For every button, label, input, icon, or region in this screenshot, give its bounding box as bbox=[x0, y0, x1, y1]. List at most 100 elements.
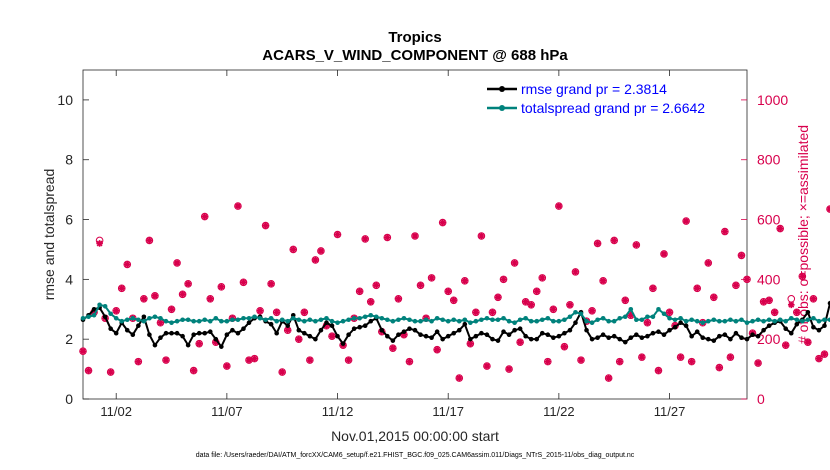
rmse-point bbox=[528, 336, 534, 342]
obs-assimilated-marker bbox=[284, 326, 292, 334]
rmse-point bbox=[661, 332, 667, 337]
obs-assimilated-marker bbox=[550, 305, 557, 313]
rmse-point bbox=[788, 330, 794, 336]
obs-assimilated-marker bbox=[716, 364, 723, 371]
y-right-tick-label: 400 bbox=[757, 271, 781, 287]
totalspread-point bbox=[744, 320, 750, 326]
obs-assimilated-marker bbox=[732, 282, 740, 289]
totalspread-point bbox=[257, 315, 263, 321]
obs-assimilated-marker bbox=[195, 340, 203, 347]
rmse-point bbox=[136, 323, 141, 329]
totalspread-point bbox=[213, 315, 219, 321]
obs-assimilated-marker bbox=[577, 356, 585, 364]
rmse-point bbox=[744, 336, 750, 342]
rmse-point bbox=[595, 335, 600, 340]
obs-assimilated-marker bbox=[782, 341, 790, 349]
totalspread-point bbox=[512, 320, 517, 326]
totalspread-point bbox=[523, 315, 528, 321]
obs-assimilated-marker bbox=[594, 240, 601, 247]
obs-assimilated-marker bbox=[799, 273, 806, 280]
totalspread-point bbox=[246, 315, 252, 321]
totalspread-point bbox=[567, 314, 573, 320]
obs-assimilated-marker bbox=[793, 308, 801, 316]
y-tick-label: 8 bbox=[65, 152, 73, 168]
obs-assimilated-marker bbox=[107, 368, 114, 376]
obs-assimilated-marker bbox=[677, 353, 684, 361]
obs-assimilated-marker bbox=[206, 295, 214, 303]
totalspread-point bbox=[407, 317, 412, 323]
rmse-point bbox=[130, 332, 136, 337]
obs-assimilated-marker bbox=[400, 331, 408, 338]
obs-assimilated-marker bbox=[727, 353, 734, 361]
obs-assimilated-marker bbox=[273, 308, 280, 316]
obs-assimilated-marker bbox=[533, 288, 541, 295]
rmse-point bbox=[418, 332, 423, 337]
totalspread-point bbox=[324, 315, 329, 321]
obs-assimilated-marker bbox=[655, 367, 662, 374]
totalspread-point bbox=[296, 317, 302, 323]
obs-assimilated-marker bbox=[787, 301, 795, 309]
totalspread-point bbox=[501, 315, 506, 321]
obs-assimilated-marker bbox=[693, 285, 701, 292]
totalspread-point bbox=[777, 317, 783, 323]
totalspread-point bbox=[545, 315, 551, 321]
totalspread-point bbox=[794, 317, 800, 323]
totalspread-point bbox=[645, 314, 650, 320]
rmse-point bbox=[573, 320, 578, 326]
totalspread-point bbox=[207, 318, 213, 324]
totalspread-point bbox=[401, 315, 407, 321]
obs-assimilated-marker bbox=[317, 247, 325, 255]
y-tick-label: 6 bbox=[65, 212, 73, 228]
obs-assimilated-marker bbox=[450, 297, 458, 304]
totalspread-point bbox=[484, 315, 490, 321]
totalspread-point bbox=[562, 317, 567, 323]
obs-assimilated-marker bbox=[179, 291, 186, 298]
obs-assimilated-marker bbox=[135, 358, 142, 365]
totalspread-point bbox=[351, 315, 357, 321]
rmse-point bbox=[124, 327, 130, 333]
totalspread-point bbox=[279, 317, 285, 323]
totalspread-point bbox=[136, 317, 141, 323]
y-right-tick-label: 0 bbox=[757, 391, 765, 407]
rmse-point bbox=[805, 309, 811, 315]
rmse-point bbox=[822, 323, 827, 329]
totalspread-point bbox=[373, 314, 379, 320]
rmse-point bbox=[628, 335, 634, 340]
rmse-point bbox=[246, 320, 252, 326]
obs-assimilated-marker bbox=[511, 259, 518, 267]
obs-assimilated-marker bbox=[444, 288, 452, 295]
y-tick-label: 0 bbox=[65, 391, 73, 407]
obs-assimilated-marker bbox=[168, 305, 175, 313]
rmse-point bbox=[584, 327, 589, 333]
obs-assimilated-marker bbox=[566, 301, 574, 309]
obs-assimilated-marker bbox=[433, 346, 441, 353]
obs-assimilated-marker bbox=[821, 350, 828, 358]
obs-assimilated-marker bbox=[157, 319, 164, 327]
totalspread-point bbox=[639, 317, 645, 323]
obs-assimilated-marker bbox=[572, 268, 579, 276]
rmse-point bbox=[694, 329, 700, 335]
totalspread-point bbox=[534, 318, 540, 324]
obs-assimilated-marker bbox=[112, 307, 120, 315]
rmse-point bbox=[401, 329, 407, 335]
rmse-point bbox=[645, 333, 650, 339]
rmse-point bbox=[207, 329, 213, 335]
rmse-point bbox=[235, 330, 241, 336]
obs-assimilated-marker bbox=[367, 298, 375, 306]
rmse-point bbox=[606, 335, 611, 340]
totalspread-point bbox=[600, 315, 606, 321]
totalspread-point bbox=[102, 303, 108, 309]
obs-assimilated-marker bbox=[256, 307, 264, 315]
totalspread-point bbox=[163, 318, 169, 324]
obs-assimilated-marker bbox=[212, 338, 220, 346]
rmse-point bbox=[213, 336, 219, 342]
rmse-point bbox=[396, 332, 401, 337]
totalspread-point bbox=[396, 317, 401, 323]
obs-assimilated-marker bbox=[173, 259, 181, 267]
obs-assimilated-marker bbox=[151, 292, 159, 300]
totalspread-point bbox=[230, 317, 235, 323]
totalspread-point bbox=[141, 318, 147, 324]
rmse-point bbox=[152, 342, 158, 348]
rmse-point bbox=[634, 332, 639, 337]
rmse-point bbox=[91, 306, 97, 312]
